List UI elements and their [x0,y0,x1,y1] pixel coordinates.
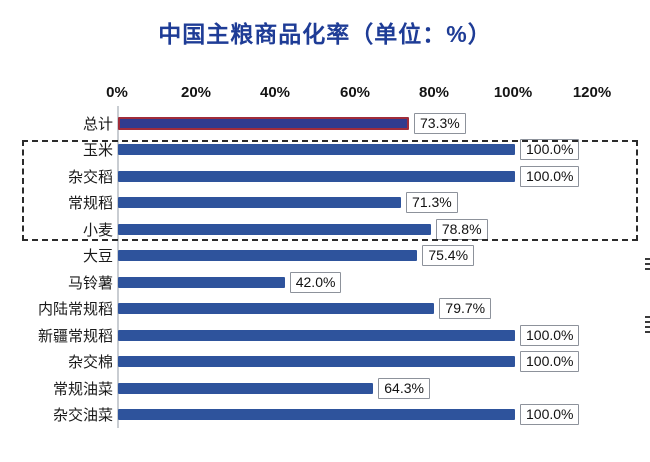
chart-row: 玉米 100.0% [0,137,650,164]
chart-row: 常规稻 71.3% [0,190,650,217]
chart-row: 杂交棉 100.0% [0,349,650,376]
x-axis-tick-label: 120% [572,84,612,101]
chart-row: 常规油菜 64.3% [0,375,650,402]
chart-title: 中国主粮商品化率（单位：%） [158,21,492,47]
category-label: 常规油菜 [52,380,113,398]
y-axis-line [117,106,119,428]
x-axis-tick-label: 20% [180,84,212,101]
category-label: 总计 [82,115,113,133]
category-label: 杂交稻 [67,168,113,186]
bars-area: 总计 73.3% 玉米 100.0% 杂交稻 100.0% 常规稻 71.3% 小麦 78.8% 大… [0,110,650,428]
x-axis-tick-label: 60% [339,84,371,101]
chart-row: 马铃薯 42.0% [0,269,650,296]
value-label: 64.3% [378,377,430,399]
value-label: 78.8% [435,218,488,240]
value-label: 71.3% [406,192,458,214]
clipped-character-fragment [645,316,650,334]
total-bar [118,116,409,130]
x-axis-tick-label: 100% [493,84,533,101]
bar [118,356,515,368]
category-label: 杂交油菜 [52,407,113,425]
chart-row: 杂交油菜 100.0% [0,402,650,429]
value-label: 100.0% [520,165,580,187]
x-axis-tick-label: 0% [106,84,128,101]
bar [118,276,285,288]
chart-row: 新疆常规稻 100.0% [0,322,650,349]
value-label: 79.7% [439,298,492,320]
value-label: 75.4% [422,245,475,267]
bar [118,223,431,235]
value-label: 73.3% [414,112,466,134]
x-axis-tick-label: 40% [259,84,291,101]
bar [118,144,515,156]
bar [118,382,374,394]
category-label: 杂交棉 [67,354,113,372]
category-label: 新疆常规稻 [37,327,113,345]
value-label: 100.0% [520,139,580,161]
bar [118,250,418,262]
value-label: 100.0% [520,404,580,426]
category-label: 内陆常规稻 [37,301,113,319]
clipped-character-fragment [645,258,650,273]
bar [118,197,402,209]
chart-row: 大豆 75.4% [0,243,650,270]
bar [118,303,435,315]
category-label: 马铃薯 [67,274,113,292]
chart-row: 内陆常规稻 79.7% [0,296,650,323]
x-axis: 0% 20% 40% 60% 80% 100% 120% [0,84,650,104]
chart-row: 小麦 78.8% [0,216,650,243]
chart-row: 杂交稻 100.0% [0,163,650,190]
chart-row: 总计 73.3% [0,110,650,137]
bar [118,409,515,421]
category-label: 小麦 [82,221,113,239]
value-label: 100.0% [520,324,580,346]
x-axis-tick-label: 80% [418,84,450,101]
value-label: 42.0% [289,271,342,293]
value-label: 100.0% [520,351,580,373]
bar [118,170,515,182]
category-label: 常规稻 [67,195,113,213]
bar [118,329,515,341]
category-label: 玉米 [82,142,113,160]
category-label: 大豆 [82,248,113,266]
